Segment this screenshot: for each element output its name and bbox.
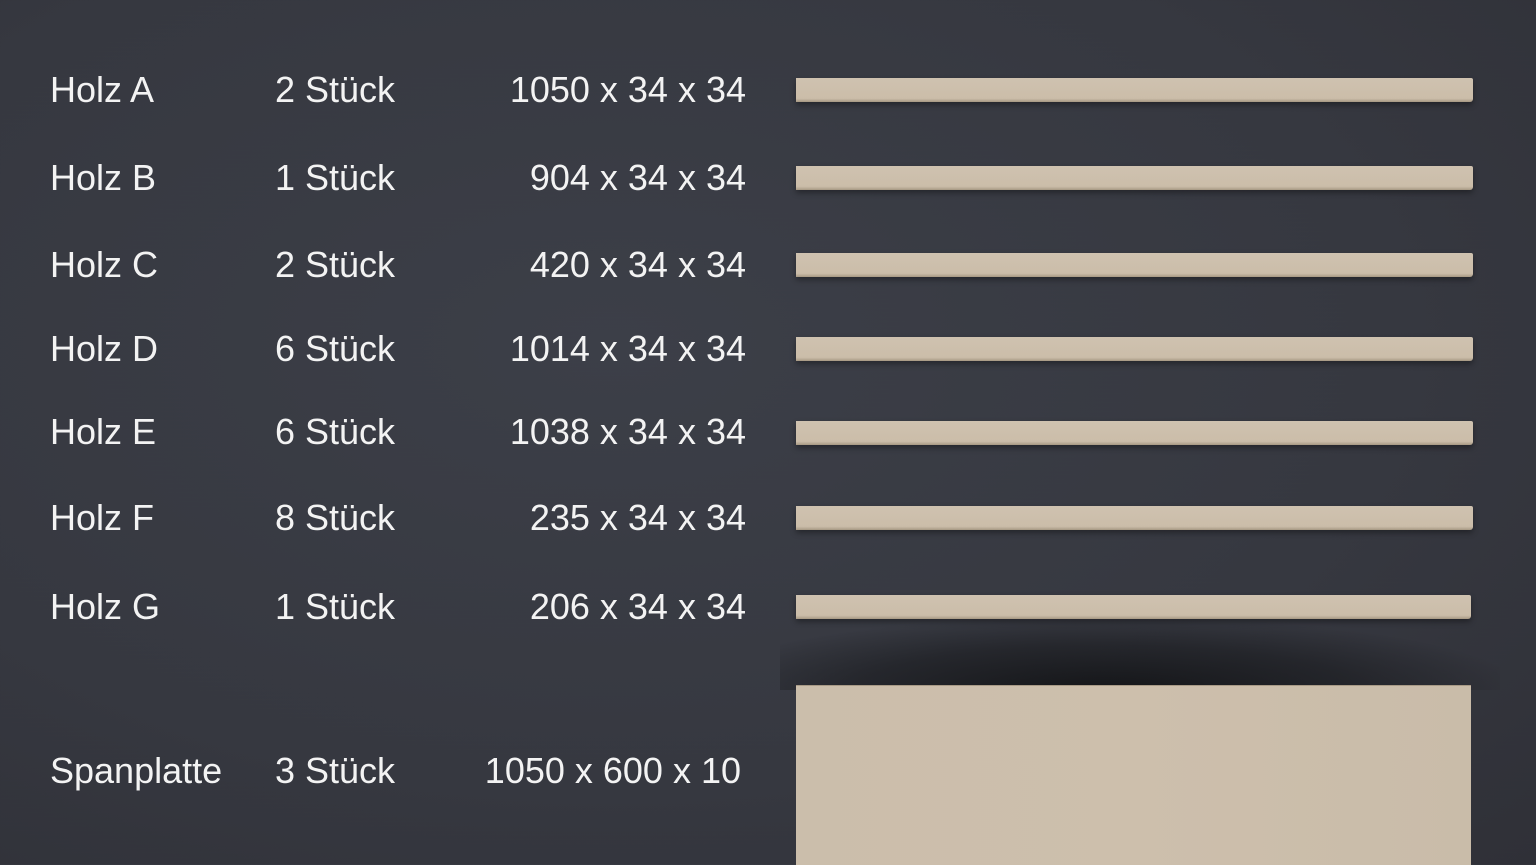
chipboard-panel-image bbox=[796, 685, 1471, 865]
part-name: Holz F bbox=[50, 497, 155, 538]
part-dimensions: 206 x 34 x 34 bbox=[529, 586, 746, 627]
part-name: Holz B bbox=[50, 157, 157, 198]
part-name: Holz G bbox=[50, 586, 161, 627]
part-count: 8 Stück bbox=[275, 497, 396, 538]
part-name: Holz C bbox=[50, 244, 159, 285]
part-dimensions: 1050 x 34 x 34 bbox=[509, 69, 746, 110]
part-count: 1 Stück bbox=[275, 586, 396, 627]
wood-beam-image bbox=[796, 595, 1471, 619]
wood-beam-image bbox=[796, 506, 1473, 530]
plate-shadow bbox=[780, 620, 1500, 690]
part-dimensions: 1038 x 34 x 34 bbox=[509, 411, 746, 452]
wood-beam-image bbox=[796, 78, 1473, 102]
part-dimensions: 420 x 34 x 34 bbox=[529, 244, 746, 285]
part-count: 6 Stück bbox=[275, 411, 396, 452]
part-count: 2 Stück bbox=[275, 244, 396, 285]
part-dimensions: 1050 x 600 x 10 bbox=[484, 750, 741, 791]
part-count: 3 Stück bbox=[275, 750, 396, 791]
part-dimensions: 1014 x 34 x 34 bbox=[509, 328, 746, 369]
wood-beam-image bbox=[796, 337, 1473, 361]
part-name: Holz E bbox=[50, 411, 157, 452]
wood-beam-image bbox=[796, 421, 1473, 445]
part-dimensions: 904 x 34 x 34 bbox=[529, 157, 746, 198]
part-count: 1 Stück bbox=[275, 157, 396, 198]
part-count: 2 Stück bbox=[275, 69, 396, 110]
wood-beam-image bbox=[796, 166, 1473, 190]
part-dimensions: 235 x 34 x 34 bbox=[529, 497, 746, 538]
part-name: Holz D bbox=[50, 328, 159, 369]
wood-beam-image bbox=[796, 253, 1473, 277]
part-name: Holz A bbox=[50, 69, 155, 110]
part-count: 6 Stück bbox=[275, 328, 396, 369]
part-name: Spanplatte bbox=[50, 750, 223, 791]
